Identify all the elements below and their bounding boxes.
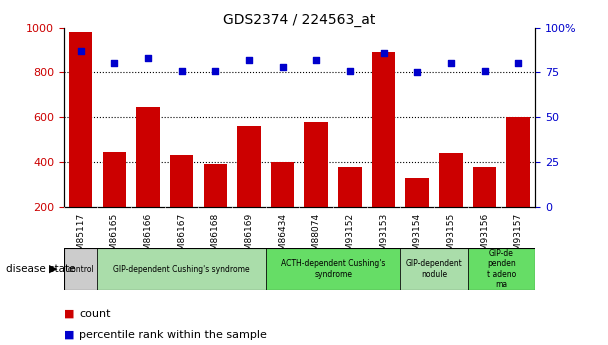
Bar [401,248,468,290]
Bar [473,167,496,252]
Text: ■: ■ [64,309,74,319]
Text: GSM86169: GSM86169 [244,213,254,263]
Point [412,70,422,75]
Bar [406,178,429,252]
Text: ACTH-dependent Cushing's
syndrome: ACTH-dependent Cushing's syndrome [281,259,385,279]
Text: GSM85117: GSM85117 [76,213,85,263]
Bar [338,167,362,252]
Point [210,68,220,73]
Text: GIP-dependent Cushing's syndrome: GIP-dependent Cushing's syndrome [113,265,250,274]
Bar [266,248,401,290]
Point [311,57,321,63]
Bar [305,122,328,252]
Point [446,61,456,66]
Text: GSM93156: GSM93156 [480,213,489,263]
Text: GIP-de
penden
t adeno
ma: GIP-de penden t adeno ma [487,249,516,289]
Text: GSM86167: GSM86167 [177,213,186,263]
Point [480,68,489,73]
Bar [103,152,126,252]
Text: ▶: ▶ [49,264,58,274]
Bar [506,117,530,252]
Text: GSM86166: GSM86166 [143,213,153,263]
Point [177,68,187,73]
Text: ■: ■ [64,330,74,339]
Bar [69,32,92,252]
Bar [170,155,193,252]
Point [513,61,523,66]
Bar [271,162,294,252]
Point [379,50,389,56]
Text: GSM93152: GSM93152 [345,213,354,262]
Point [76,48,86,54]
Text: percentile rank within the sample: percentile rank within the sample [79,330,267,339]
Bar [372,52,395,252]
Text: GSM88074: GSM88074 [312,213,321,262]
Bar [136,107,160,252]
Text: GSM86168: GSM86168 [211,213,220,263]
Text: GSM93157: GSM93157 [514,213,523,263]
Text: GIP-dependent
nodule: GIP-dependent nodule [406,259,463,279]
Point [345,68,355,73]
Bar [204,164,227,252]
Title: GDS2374 / 224563_at: GDS2374 / 224563_at [223,12,376,27]
Point [143,55,153,61]
Point [109,61,119,66]
Bar [439,152,463,252]
Point [278,64,288,70]
Text: count: count [79,309,111,319]
Text: GSM93153: GSM93153 [379,213,388,263]
Bar [237,126,261,252]
Text: GSM86434: GSM86434 [278,213,287,262]
Bar [64,248,97,290]
Text: GSM93155: GSM93155 [446,213,455,263]
Text: GSM86165: GSM86165 [110,213,119,263]
Bar [97,248,266,290]
Text: disease state: disease state [6,264,75,274]
Text: GSM93154: GSM93154 [413,213,422,262]
Bar [468,248,535,290]
Text: control: control [67,265,94,274]
Point [244,57,254,63]
